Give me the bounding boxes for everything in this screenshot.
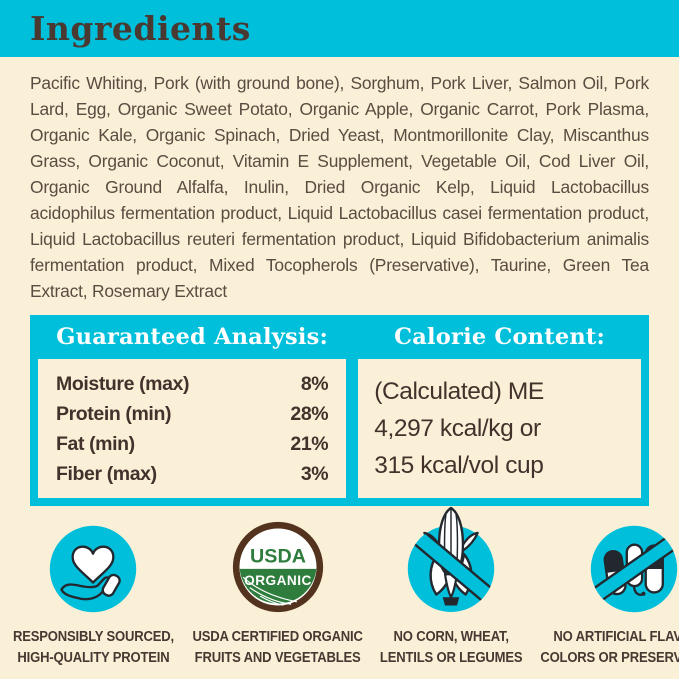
badge-no-artificial: NO ARTIFICIAL FLAVORS, COLORS OR PRESERV… [530,518,679,669]
calorie-content-text: (Calculated) ME 4,297 kcal/kg or 315 kca… [358,359,641,498]
feature-badges: RESPONSIBLY SOURCED, HIGH-QUALITY PROTEI… [0,506,679,669]
badge-caption: USDA CERTIFIED ORGANIC FRUITS AND VEGETA… [192,629,363,666]
nutrient-value: 28% [290,403,329,425]
no-pills-icon [589,518,679,614]
usda-seal-bottom-text: ORGANIC [244,573,312,588]
nutrient-value: 21% [290,433,329,455]
usda-seal-top-text: USDA [250,545,306,567]
page-title: Ingredients [30,9,251,48]
table-row: Fat (min) 21% [56,429,329,459]
calorie-line: 4,297 kcal/kg or [374,415,541,442]
ingredients-text: Pacific Whiting, Pork (with ground bone)… [30,73,649,301]
calorie-content-title: Calorie Content: [394,324,606,350]
badge-no-corn: NO CORN, WHEAT, LENTILS OR LEGUMES [372,506,530,669]
badge-usda-organic: USDA ORGANIC USDA CERTIFIED ORGANIC FRUI… [183,518,372,669]
badge-caption: RESPONSIBLY SOURCED, HIGH-QUALITY PROTEI… [12,629,174,666]
calorie-line: (Calculated) ME [374,378,544,405]
nutrient-label: Fat (min) [56,433,135,455]
analysis-panels: Guaranteed Analysis: Calorie Content: Mo… [30,315,649,506]
badge-caption: NO CORN, WHEAT, LENTILS OR LEGUMES [380,629,523,666]
table-row: Protein (min) 28% [56,399,329,429]
badge-caption: NO ARTIFICIAL FLAVORS, COLORS OR PRESERV… [540,629,679,666]
guaranteed-analysis-table: Moisture (max) 8% Protein (min) 28% Fat … [38,359,347,498]
nutrient-value: 8% [300,373,329,395]
table-row: Fiber (max) 3% [56,459,329,489]
calorie-line: 315 kcal/vol cup [374,452,544,479]
table-row: Moisture (max) 8% [56,369,329,399]
nutrient-label: Fiber (max) [56,463,157,485]
nutrient-label: Protein (min) [56,403,172,425]
nutrient-value: 3% [300,463,329,485]
heart-in-hand-icon [48,518,138,614]
guaranteed-analysis-title: Guaranteed Analysis: [56,324,328,350]
nutrient-label: Moisture (max) [56,373,190,395]
ingredients-header: Ingredients [0,0,679,57]
no-corn-icon [405,506,497,614]
usda-organic-seal: USDA ORGANIC [231,518,325,614]
badge-responsibly-sourced: RESPONSIBLY SOURCED, HIGH-QUALITY PROTEI… [4,518,183,669]
